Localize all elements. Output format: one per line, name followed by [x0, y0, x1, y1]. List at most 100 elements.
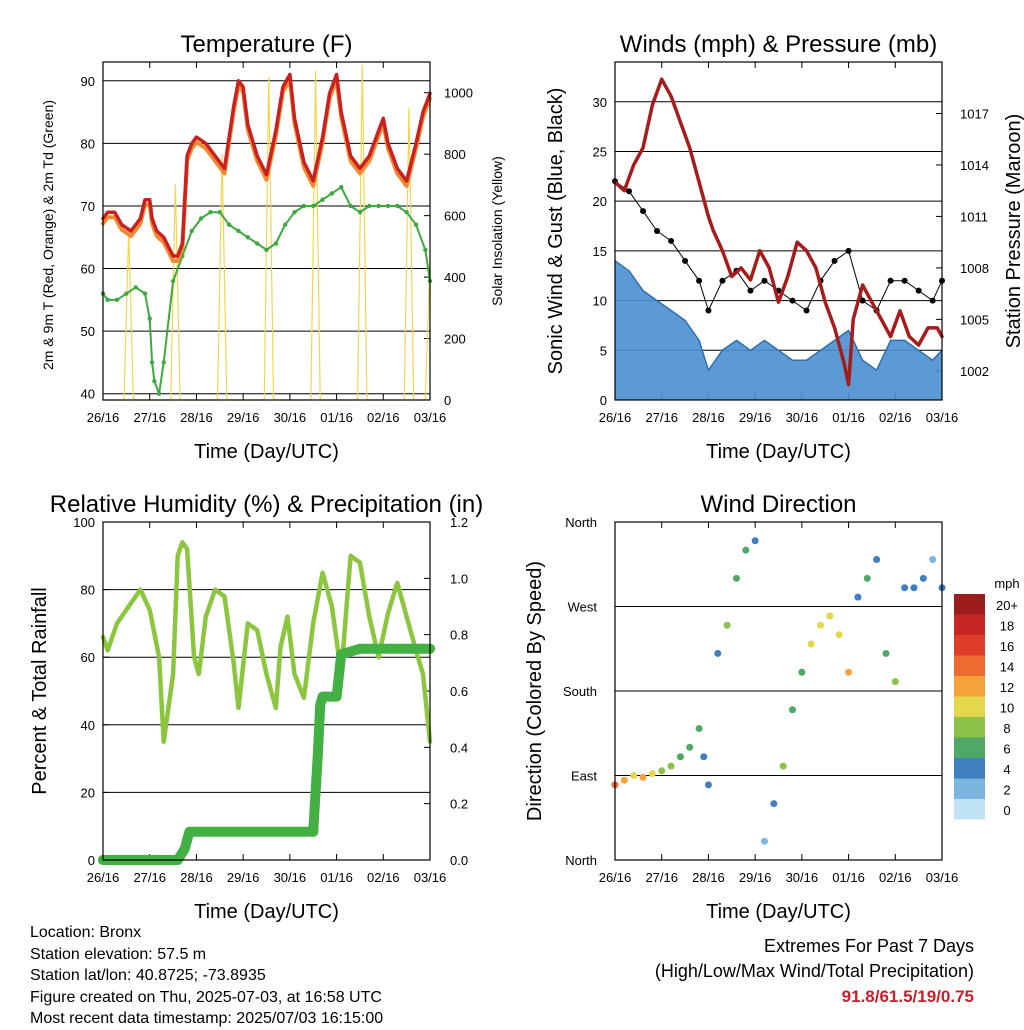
plot-frame — [614, 61, 943, 401]
direction-point — [686, 743, 694, 751]
x-tick-label: 30/16 — [786, 870, 819, 885]
legend-label: 4 — [1003, 762, 1010, 777]
plot-frame — [102, 61, 431, 401]
x-tick-label: 28/16 — [692, 870, 725, 885]
x-tick-label: 27/16 — [645, 870, 678, 885]
y-right-tick-label: 200 — [444, 332, 466, 347]
x-tick-label: 30/16 — [274, 410, 307, 425]
precip-point — [315, 700, 326, 711]
x-tick-label: 29/16 — [739, 410, 772, 425]
extremes-values: 91.8/61.5/19/0.75 — [841, 987, 974, 1006]
x-tick-label: 27/16 — [645, 410, 678, 425]
x-tick-label: 28/16 — [180, 410, 213, 425]
precip-point — [336, 649, 347, 660]
x-tick-label: 27/16 — [133, 870, 166, 885]
direction-point — [845, 668, 853, 676]
y-tick-label: 40 — [81, 718, 95, 733]
y-right-axis-label: Station Pressure (Maroon) — [1003, 114, 1024, 349]
legend-label: 14 — [1000, 660, 1014, 675]
y-tick-label: 25 — [593, 144, 607, 159]
legend-swatch — [954, 717, 985, 738]
direction-point — [676, 753, 684, 761]
x-axis-label: Time (Day/UTC) — [706, 901, 851, 923]
direction-point — [704, 781, 712, 789]
y-tick-label: 80 — [81, 583, 95, 598]
direction-point — [779, 762, 787, 770]
x-tick-label: 30/16 — [274, 870, 307, 885]
elevation-text: Station elevation: 57.5 m — [30, 945, 207, 963]
precip-point — [312, 747, 323, 758]
direction-point — [835, 631, 843, 639]
y-tick-label: South — [563, 684, 597, 699]
direction-point — [760, 837, 768, 845]
legend-title: mph — [994, 576, 1019, 591]
x-tick-label: 01/16 — [320, 870, 353, 885]
x-axis-label: Time (Day/UTC) — [194, 901, 339, 923]
y-tick-label: 80 — [81, 136, 95, 151]
legend-swatch — [954, 696, 985, 717]
direction-point — [891, 678, 899, 686]
y-axis-label: 2m & 9m T (Red, Orange) & 2m Td (Green) — [40, 100, 56, 370]
extremes-box: Extremes For Past 7 Days (High/Low/Max W… — [655, 934, 974, 1009]
legend-swatch — [954, 676, 985, 697]
y-right-tick-label: 800 — [444, 147, 466, 162]
direction-point — [770, 800, 778, 808]
x-tick-label: 02/16 — [367, 410, 400, 425]
x-tick-label: 29/16 — [227, 410, 260, 425]
y-right-tick-label: 0.4 — [450, 740, 468, 755]
legend-label: 20+ — [996, 598, 1018, 613]
direction-point — [882, 649, 890, 657]
y-axis-label: Direction (Colored By Speed) — [524, 561, 546, 821]
precip-point — [345, 646, 356, 657]
y-right-tick-label: 0.8 — [450, 628, 468, 643]
x-tick-label: 03/16 — [926, 870, 959, 885]
legend-swatch — [954, 799, 985, 820]
y-tick-label: 0 — [600, 393, 607, 408]
direction-point — [751, 537, 759, 545]
y-right-tick-label: 1.0 — [450, 571, 468, 586]
x-axis-label: Time (Day/UTC) — [194, 441, 339, 463]
direction-point — [807, 640, 815, 648]
legend-label: 16 — [1000, 639, 1014, 654]
x-tick-label: 01/16 — [832, 870, 865, 885]
location-text: Location: Bronx — [30, 924, 142, 941]
y-right-tick-label: 1014 — [960, 158, 989, 173]
y-tick-label: 15 — [593, 244, 607, 259]
x-tick-label: 03/16 — [414, 410, 447, 425]
direction-point — [695, 725, 703, 733]
legend-swatch — [954, 614, 985, 635]
direction-point — [700, 753, 708, 761]
precip-point — [310, 787, 321, 798]
x-tick-label: 30/16 — [786, 410, 819, 425]
direction-point — [798, 668, 806, 676]
latlon-text: Station lat/lon: 40.8725; -73.8935 — [30, 967, 266, 984]
legend-swatch — [954, 758, 985, 779]
x-tick-label: 01/16 — [320, 410, 353, 425]
direction-point — [873, 556, 881, 564]
direction-point — [817, 621, 825, 629]
y-tick-label: 100 — [73, 515, 95, 530]
dewpoint-line — [102, 186, 431, 395]
direction-point — [910, 584, 918, 592]
x-tick-label: 03/16 — [414, 870, 447, 885]
y-axis-label: Sonic Wind & Gust (Blue, Black) — [545, 88, 567, 375]
extremes-title: Extremes For Past 7 Days — [763, 936, 974, 956]
direction-point — [630, 772, 638, 779]
x-tick-label: 26/16 — [599, 870, 632, 885]
direction-point — [714, 649, 722, 657]
plot-frame — [614, 521, 943, 861]
y-tick-label: North — [565, 853, 597, 868]
legend-label: 12 — [1000, 680, 1014, 695]
panel-title: Wind Direction — [700, 491, 856, 518]
y-tick-label: 70 — [81, 199, 95, 214]
y-tick-label: 0 — [88, 853, 95, 868]
y-tick-label: 30 — [593, 95, 607, 110]
y-right-tick-label: 600 — [444, 209, 466, 224]
precip-point — [331, 691, 342, 702]
x-tick-label: 26/16 — [599, 410, 632, 425]
precip-point — [308, 826, 319, 837]
direction-point — [826, 612, 834, 620]
gust-line — [614, 180, 943, 311]
y-right-tick-label: 1000 — [444, 86, 473, 101]
